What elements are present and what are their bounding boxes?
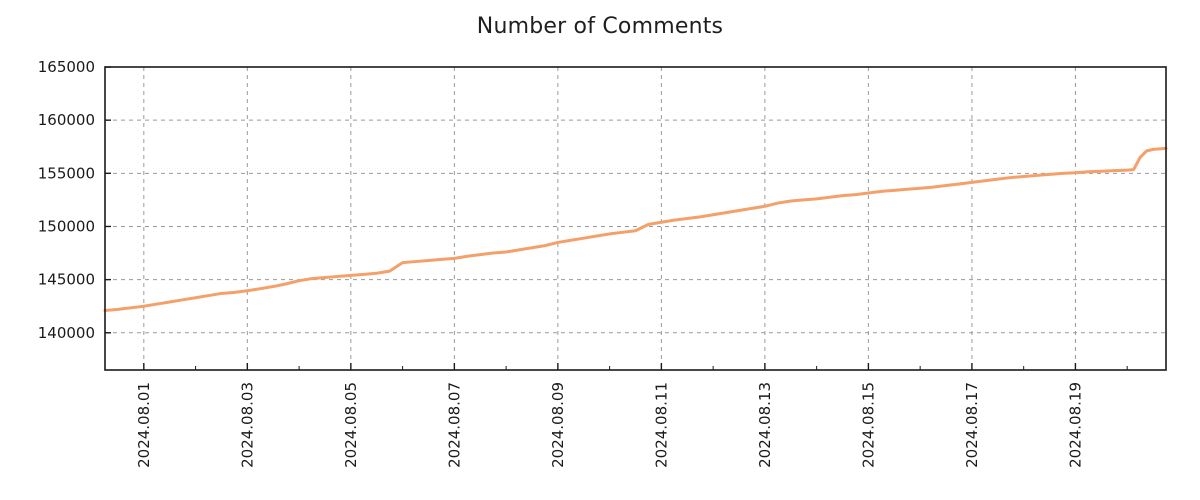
svg-text:2024.08.07: 2024.08.07 [445, 382, 463, 468]
data-series-group [103, 146, 1168, 312]
svg-text:160000: 160000 [38, 111, 95, 129]
svg-text:165000: 165000 [38, 58, 95, 76]
svg-text:2024.08.17: 2024.08.17 [963, 382, 981, 468]
svg-text:2024.08.03: 2024.08.03 [238, 382, 256, 468]
x-axis-ticks-group [143, 363, 1128, 370]
svg-text:2024.08.15: 2024.08.15 [859, 382, 877, 468]
y-axis-ticks-group [105, 66, 111, 334]
svg-text:2024.08.01: 2024.08.01 [135, 382, 153, 468]
svg-text:150000: 150000 [38, 217, 95, 235]
y-axis-labels-group: 140000 145000 150000 155000 160000 165000 [38, 58, 95, 342]
svg-text:140000: 140000 [38, 324, 95, 342]
svg-text:2024.08.11: 2024.08.11 [652, 382, 670, 468]
gridlines-group [105, 66, 1166, 334]
chart-title: Number of Comments [476, 14, 724, 39]
svg-text:2024.08.09: 2024.08.09 [549, 382, 567, 468]
x-axis-labels-group: 2024.08.01 2024.08.03 2024.08.05 2024.08.07… [135, 382, 1085, 468]
plot-frame [104, 66, 1167, 371]
svg-text:2024.08.13: 2024.08.13 [756, 382, 774, 468]
svg-text:155000: 155000 [38, 164, 95, 182]
svg-text:2024.08.19: 2024.08.19 [1066, 382, 1084, 468]
svg-text:2024.08.05: 2024.08.05 [342, 382, 360, 468]
x-gridlines-group [143, 67, 1076, 370]
svg-text:145000: 145000 [38, 271, 95, 289]
